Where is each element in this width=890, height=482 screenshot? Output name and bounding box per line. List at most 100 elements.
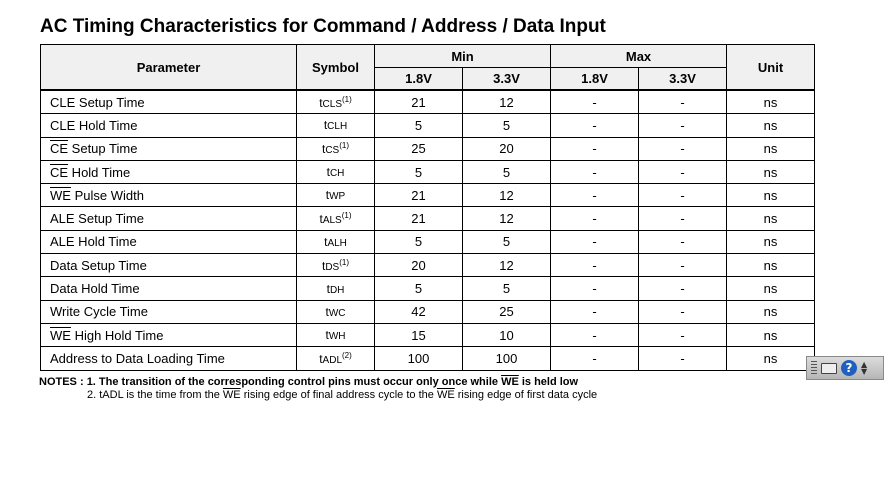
parameter-cell: CLE Hold Time <box>40 113 297 138</box>
unit-cell: ns <box>726 299 816 324</box>
max33-cell: - <box>638 159 728 185</box>
max33-cell: - <box>638 322 728 348</box>
header-max-3-3v: 3.3V <box>638 67 728 91</box>
max33-cell: - <box>638 89 728 115</box>
min33-cell: 20 <box>461 136 552 161</box>
min33-cell: 25 <box>461 299 552 324</box>
parameter-cell: ALE Setup Time <box>40 206 297 231</box>
max18-cell: - <box>550 183 640 208</box>
unit-cell: ns <box>726 322 816 348</box>
min18-cell: 20 <box>374 253 463 278</box>
min18-cell: 5 <box>374 276 463 301</box>
min33-cell: 5 <box>461 276 552 301</box>
min33-cell: 12 <box>461 89 552 115</box>
symbol-cell: tCS(1) <box>296 136 375 161</box>
min18-cell: 25 <box>374 136 463 161</box>
notes-label: NOTES : <box>39 376 84 388</box>
table-row: Address to Data Loading Time tADL(2) 100 10… <box>40 346 816 371</box>
help-icon[interactable]: ? <box>841 360 857 376</box>
note-2: 2. tADL is the time from the WE rising e… <box>87 389 598 401</box>
table-row: CLE Hold Time tCLH 5 5- - ns <box>40 113 816 138</box>
max18-cell: - <box>550 346 640 371</box>
symbol-cell: tALH <box>296 229 375 255</box>
max33-cell: - <box>638 113 728 138</box>
symbol-cell: tWP <box>296 183 375 208</box>
parameter-cell: WE Pulse Width <box>40 183 297 208</box>
page-title: AC Timing Characteristics for Command / … <box>40 16 606 37</box>
header-min-3-3v: 3.3V <box>461 67 552 91</box>
header-min-1-8v: 1.8V <box>374 67 463 91</box>
max18-cell: - <box>550 89 640 115</box>
min33-cell: 5 <box>461 159 552 185</box>
min33-cell: 12 <box>461 183 552 208</box>
table-row: Data Setup Time tDS(1) 20 12- - ns <box>40 253 816 278</box>
keyboard-icon[interactable] <box>821 362 837 374</box>
min18-cell: 21 <box>374 206 463 231</box>
max33-cell: - <box>638 276 728 301</box>
chevron-icon[interactable]: ▲ ▼ <box>861 360 868 376</box>
min18-cell: 42 <box>374 299 463 324</box>
note-1: NOTES : 1. The transition of the corresp… <box>39 376 579 388</box>
symbol-cell: tWH <box>296 322 375 348</box>
min18-cell: 15 <box>374 322 463 348</box>
parameter-cell: Data Setup Time <box>40 253 297 278</box>
max18-cell: - <box>550 276 640 301</box>
max33-cell: - <box>638 183 728 208</box>
header-max: Max <box>550 44 728 68</box>
symbol-cell: tCLS(1) <box>296 89 375 115</box>
table-row: CE Hold Time tCH 5 5- - ns <box>40 159 816 185</box>
symbol-cell: tCH <box>296 159 375 185</box>
max18-cell: - <box>550 206 640 231</box>
header-parameter: Parameter <box>40 44 297 91</box>
timing-table: Parameter Symbol Min Max Unit 1.8V 3.3V … <box>40 44 816 371</box>
unit-cell: ns <box>726 276 816 301</box>
table-row: Write Cycle Time tWC 42 25- - ns <box>40 299 816 324</box>
min33-cell: 100 <box>461 346 552 371</box>
unit-cell: ns <box>726 253 816 278</box>
min18-cell: 5 <box>374 113 463 138</box>
unit-cell: ns <box>726 183 816 208</box>
table-body: CLE Setup Time tCLS(1) 21 12- - ns CLE Hold Ti… <box>40 89 816 371</box>
symbol-cell: tWC <box>296 299 375 324</box>
symbol-cell: tCLH <box>296 113 375 138</box>
header-max-1-8v: 1.8V <box>550 67 640 91</box>
grip-icon[interactable] <box>811 361 817 375</box>
max18-cell: - <box>550 113 640 138</box>
max18-cell: - <box>550 159 640 185</box>
max33-cell: - <box>638 206 728 231</box>
unit-cell: ns <box>726 136 816 161</box>
symbol-cell: tDS(1) <box>296 253 375 278</box>
unit-cell: ns <box>726 229 816 255</box>
min33-cell: 5 <box>461 229 552 255</box>
min33-cell: 12 <box>461 206 552 231</box>
max18-cell: - <box>550 253 640 278</box>
table-row: WE High Hold Time tWH 15 10- - ns <box>40 322 816 348</box>
min18-cell: 100 <box>374 346 463 371</box>
header-min: Min <box>373 44 552 68</box>
unit-cell: ns <box>726 206 816 231</box>
parameter-cell: CE Setup Time <box>40 136 297 161</box>
max33-cell: - <box>638 136 728 161</box>
table-row: WE Pulse Width tWP 21 12- - ns <box>40 183 816 208</box>
min33-cell: 5 <box>461 113 552 138</box>
min33-cell: 10 <box>461 322 552 348</box>
table-row: Data Hold Time tDH 5 5- - ns <box>40 276 816 301</box>
min18-cell: 21 <box>374 183 463 208</box>
min18-cell: 5 <box>374 159 463 185</box>
parameter-cell: Write Cycle Time <box>40 299 297 324</box>
parameter-cell: CE Hold Time <box>40 159 297 185</box>
floating-toolbar[interactable]: ? ▲ ▼ <box>806 356 884 380</box>
unit-cell: ns <box>726 89 816 115</box>
max18-cell: - <box>550 229 640 255</box>
header-unit: Unit <box>726 44 816 91</box>
max18-cell: - <box>550 136 640 161</box>
unit-cell: ns <box>726 113 816 138</box>
min18-cell: 21 <box>374 89 463 115</box>
parameter-cell: WE High Hold Time <box>40 322 297 348</box>
min33-cell: 12 <box>461 253 552 278</box>
unit-cell: ns <box>726 346 816 371</box>
parameter-cell: Data Hold Time <box>40 276 297 301</box>
max33-cell: - <box>638 346 728 371</box>
parameter-cell: ALE Hold Time <box>40 229 297 255</box>
symbol-cell: tALS(1) <box>296 206 375 231</box>
